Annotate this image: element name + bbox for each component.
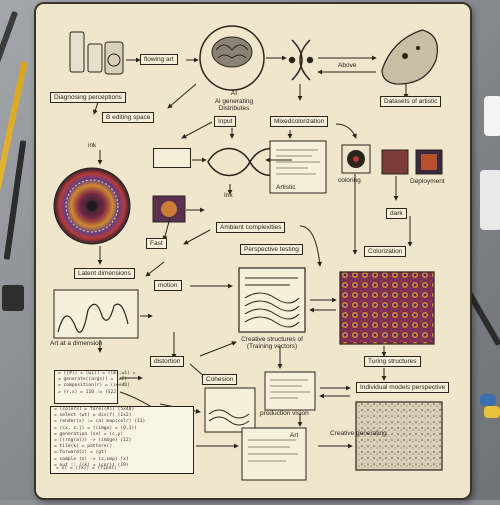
ink-mid-label: Ink [224,192,233,199]
code-block-small: = ((#)) = (w1)) = (lm1,w1) = = generate(… [54,370,136,404]
flowing-art-label: flowing art [140,54,178,66]
individual-models-node: Individual models perspective [356,382,450,394]
editing-space-label: B editing space [102,112,155,124]
production-caption: production vision [260,410,309,417]
artistic-label: Artistic [276,184,296,191]
code-screen-mid [264,371,316,411]
code-line: = forward(z) = (gt) [54,450,107,456]
deployment-label: Deployment [410,178,445,185]
code-line: = xl = ((x)) = (final) [56,466,117,471]
ink-top-label: ink [88,142,97,149]
code-line: = tile(k) = pattern() [54,444,113,450]
speckle-artwork [355,401,443,471]
ambient-complexities-node: Ambient complexities [216,222,286,234]
binder-clip [2,285,24,311]
artifact-sketch-icon [381,29,438,85]
waveform-chart [53,289,139,339]
code-line: = composition(r) = (seedD) [58,383,130,389]
art-bottom-label: Art [290,432,299,439]
code-line: = sample (z) -> (z,cmp) (x) [54,456,129,462]
diagnosing-label: Diagnosing perceptions [50,92,126,104]
perspective-node: Perspective testing [240,244,303,256]
code-line: = generation (sx) = (c,y) [54,431,124,437]
latent-node: Latent dimensions [74,268,135,280]
creative-structures-caption: Creative structures of (Training vectors… [241,336,303,351]
dna-icon [288,39,314,81]
colorizing-label: coloring [338,177,361,184]
colorization-node: Mixedcolorization [270,116,329,128]
mandala-artwork [53,167,131,245]
ai-label: AI [230,90,238,97]
above-label: Above [338,62,357,69]
input-node: Input [214,116,237,128]
white-cup [484,96,500,136]
distortion-node: distortion [150,356,185,368]
python-logo-icon [478,392,500,422]
tapestry-artwork [339,271,435,345]
ai-subtitle: Al generating Distributes [214,98,254,113]
code-line: = (cx, c.j) = ((imgx) = (0,1)) [54,425,137,431]
jars-icon [69,31,124,75]
dark-node: dark [386,208,407,220]
wave-document [238,267,306,333]
datasets-label: Datasets of artistic [380,96,442,108]
code-line: = (r,x) = 110 := (S22) [58,389,119,395]
code-line: = (colors) = fore((#)) (5x40) [54,407,135,412]
code-line: = ((rng(a))) -> (image) (12) [54,438,132,444]
code-line: = generate((args)) = (w2) [58,377,128,383]
code-screen-top [269,140,327,194]
color-generation-caption: Creative generating [330,430,387,437]
grid-art-caption: Art at a dimension [50,340,103,347]
code-line: = select (wt) = dis(f) (1x2) [54,413,132,419]
wave-thumb [204,387,256,433]
motion-node: motion [154,280,182,292]
brain-icon [199,25,265,91]
code-line: = out :: ((k) = (cor)) (19) [54,462,129,468]
colorization-mode-node: Colorization [364,246,407,258]
fast-node: Fast [146,238,167,250]
paint-palette [480,170,500,230]
cohesion-node: Cohesion [202,374,238,386]
dark-flower-icon [341,144,371,174]
brushstroke-node [153,148,191,168]
turing-node: Turing structures [364,356,421,368]
colorizing-thumb [381,149,409,175]
code-line: = ((#)) = (w1)) = (lm1,w1) = [58,371,136,376]
code-block-large: = (colors) = fore((#)) (5x40) = select (… [50,406,194,474]
code-line: = render(x) := (a) map(colr) (11) [54,419,146,425]
